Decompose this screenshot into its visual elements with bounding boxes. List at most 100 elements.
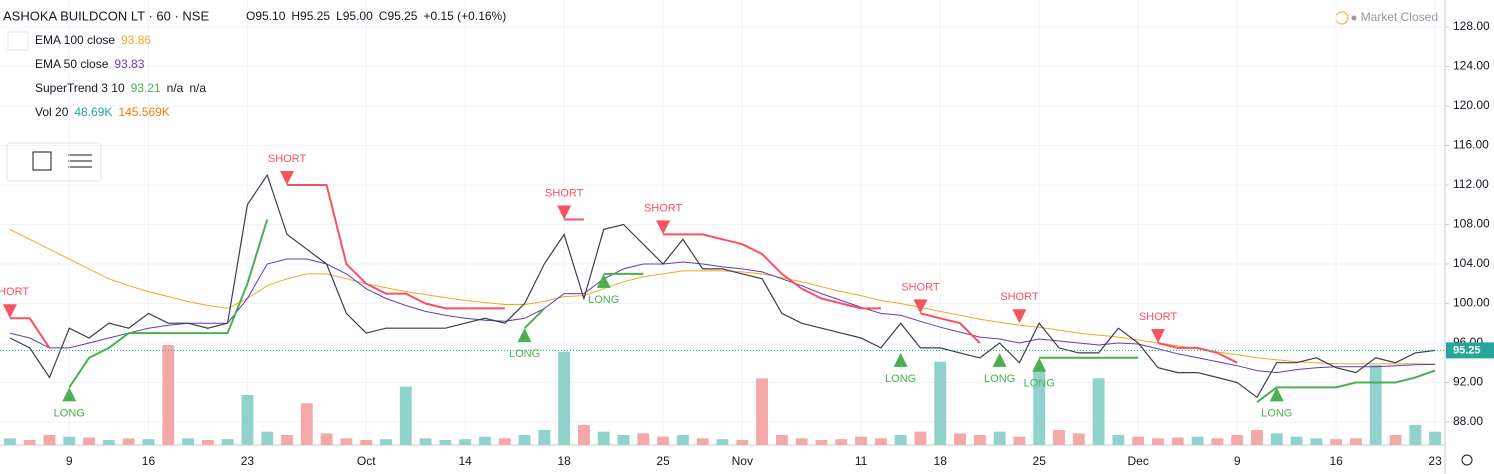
x-tick-label: 11 xyxy=(855,454,868,468)
volume-bar xyxy=(815,440,828,445)
volume-bar xyxy=(122,438,135,445)
rect-tool-icon[interactable] xyxy=(32,151,52,171)
supertrend-line xyxy=(68,219,269,388)
volume-bar xyxy=(1429,431,1442,445)
volume-bar xyxy=(340,438,353,445)
supertrend-line xyxy=(287,184,505,310)
supertrend-line xyxy=(523,307,546,329)
volume-bar xyxy=(142,439,155,445)
volume-bar xyxy=(578,425,590,445)
signal-marker xyxy=(893,352,908,367)
volume-bar xyxy=(498,438,511,445)
signal-marker xyxy=(2,304,17,319)
legend-name: EMA 50 close xyxy=(35,57,109,71)
supertrend-line xyxy=(1157,342,1238,364)
volume-bar xyxy=(360,440,373,445)
volume-bar xyxy=(419,438,432,445)
legend-name: SuperTrend 3 10 xyxy=(35,81,125,95)
legend-toggle[interactable] xyxy=(7,31,29,51)
signal-label: LONG xyxy=(54,407,85,419)
signal-marker xyxy=(62,387,77,402)
legend-value: 48.69K xyxy=(74,105,112,119)
volume-bar xyxy=(380,439,392,445)
status-dot xyxy=(1351,15,1357,21)
volume-bar xyxy=(835,439,848,445)
signal-label: SHORT xyxy=(1139,311,1178,323)
volume-bar xyxy=(1310,438,1323,445)
volume-bar xyxy=(894,435,907,445)
y-tick-label: 88.00 xyxy=(1453,414,1483,428)
y-tick-label: 128.00 xyxy=(1453,19,1490,33)
ohlc-value: L95.00 xyxy=(336,9,373,23)
symbol-title: ASHOKA BUILDCON LT · 60 · NSE xyxy=(3,8,209,23)
volume-bar xyxy=(439,440,452,445)
volume-bar xyxy=(281,435,293,445)
x-tick-label: Dec xyxy=(1128,454,1149,468)
x-tick-label: 16 xyxy=(1329,454,1343,468)
volume-bar xyxy=(399,386,412,445)
volume-bar xyxy=(558,351,571,445)
volume-bar xyxy=(83,437,96,445)
volume-bar xyxy=(1053,430,1065,445)
y-tick-label: 116.00 xyxy=(1453,138,1489,152)
signal-marker xyxy=(656,220,671,235)
volume-bar xyxy=(934,361,947,445)
y-tick-label: 104.00 xyxy=(1453,256,1490,270)
volume-bar xyxy=(795,438,808,445)
supertrend-line xyxy=(663,233,881,310)
signal-marker xyxy=(1012,309,1027,324)
legend-value: 145.569K xyxy=(118,105,169,119)
volume-bar xyxy=(3,438,16,445)
volume-bar xyxy=(1152,438,1164,445)
toolbar-box[interactable] xyxy=(6,142,102,182)
signal-label: LONG xyxy=(984,373,1015,385)
volume-bar xyxy=(954,433,966,445)
legend-name: EMA 100 close xyxy=(35,33,115,47)
signal-marker xyxy=(280,170,295,185)
volume-bar xyxy=(1231,435,1244,445)
volume-bar xyxy=(657,436,670,445)
volume-bar xyxy=(1349,438,1362,445)
x-tick-label: 18 xyxy=(557,454,571,468)
volume-bar xyxy=(855,436,867,445)
volume-bar xyxy=(1270,433,1283,445)
volume-bar xyxy=(1191,436,1204,445)
volume-bar xyxy=(874,438,887,445)
volume-bar xyxy=(538,430,551,445)
signal-label: SHORT xyxy=(545,187,584,199)
x-tick-label: Oct xyxy=(357,454,376,468)
volume-bar xyxy=(914,431,927,445)
volume-bar xyxy=(1171,437,1184,445)
y-tick-label: 112.00 xyxy=(1453,177,1489,191)
legend-value: 93.86 xyxy=(121,33,151,47)
volume-bar xyxy=(1112,435,1125,445)
x-tick-label: 18 xyxy=(934,454,948,468)
volume-bar xyxy=(716,439,729,445)
market-status: Market Closed xyxy=(1361,10,1438,24)
signal-label: LONG xyxy=(1261,407,1292,419)
volume-bar xyxy=(617,435,630,445)
signal-label: SHORT xyxy=(268,153,307,165)
signal-label: SHORT xyxy=(901,281,940,293)
volume-bar xyxy=(63,436,76,445)
toolbar[interactable] xyxy=(6,142,102,182)
volume-bar xyxy=(993,431,1006,445)
volume-bar xyxy=(23,440,36,445)
settings-icon[interactable] xyxy=(1461,454,1473,466)
signal-label: LONG xyxy=(885,373,916,385)
volume-bar xyxy=(459,439,472,445)
volume-bar xyxy=(1389,435,1402,445)
ohlc-value: +0.15 (+0.16%) xyxy=(423,9,506,23)
volume-bar xyxy=(736,440,749,445)
volume-bar xyxy=(300,403,313,445)
volume-bar xyxy=(1132,436,1145,445)
signal-marker xyxy=(1032,357,1047,372)
volume-bar xyxy=(1290,436,1303,445)
x-tick-label: 9 xyxy=(1234,454,1241,468)
signal-marker xyxy=(992,352,1007,367)
ema-50-line xyxy=(9,258,1436,374)
volume-bar xyxy=(261,431,274,445)
